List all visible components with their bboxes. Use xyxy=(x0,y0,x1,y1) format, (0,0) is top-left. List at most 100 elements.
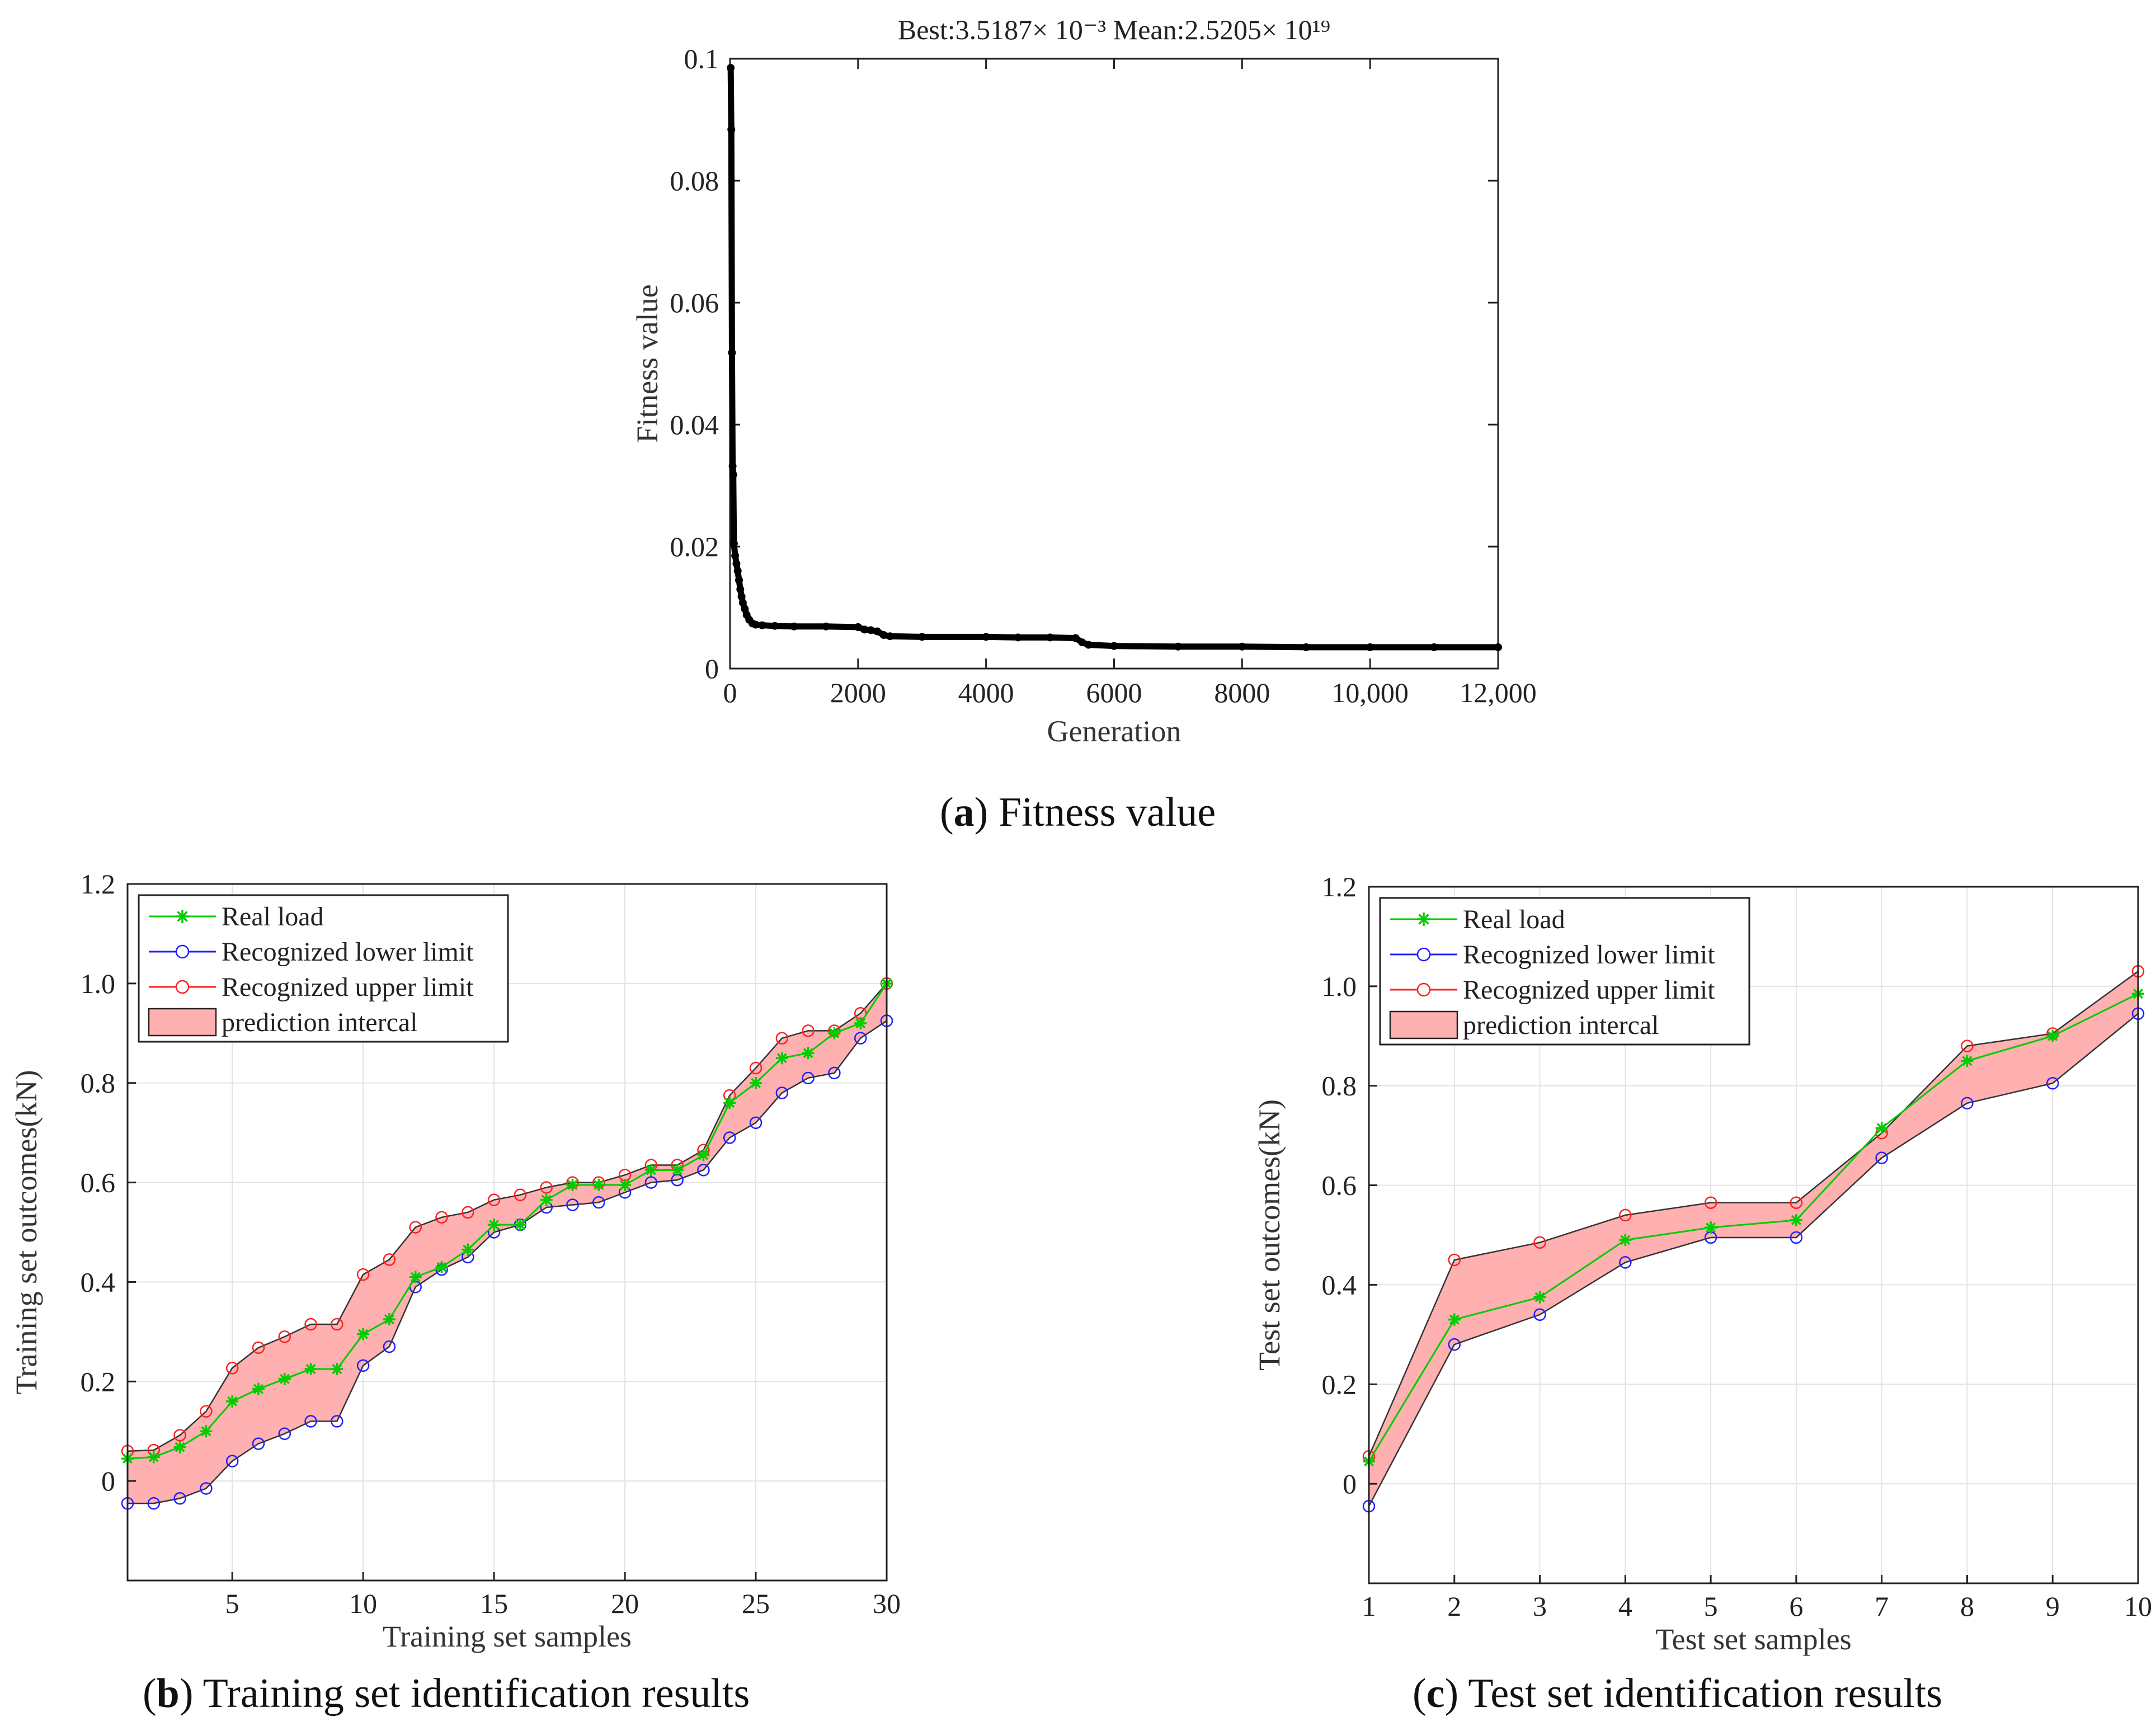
x-tick-label: 5 xyxy=(225,1588,239,1619)
lower-limit-point xyxy=(566,1198,579,1211)
y-tick-label: 1.0 xyxy=(1322,971,1357,1002)
x-tick-label: 2000 xyxy=(830,677,886,708)
real-load-point xyxy=(854,1017,867,1029)
upper-limit-point xyxy=(173,1429,186,1442)
real-load-point xyxy=(671,1164,684,1177)
lower-limit-point xyxy=(775,1086,789,1099)
lower-limit-point xyxy=(331,1415,343,1428)
fitness-point xyxy=(731,552,740,560)
real-load-point xyxy=(462,1243,474,1256)
fitness-point xyxy=(1302,643,1310,651)
real-load-point xyxy=(1448,1313,1461,1326)
real-load-point xyxy=(435,1260,448,1273)
real-load-point xyxy=(1619,1234,1632,1246)
panel-a-fitness-chart: Best:3.5187× 10⁻³ Mean:2.5205× 10¹⁹ 0 2000… xyxy=(0,0,2156,783)
fitness-point xyxy=(1078,638,1086,647)
upper-limit-point xyxy=(1619,1208,1632,1222)
panel-c-test-chart: 1 2 3 4 5 6 7 8 9 10 0 0.2 0.4 0.6 0.8 1.0 1.2 Test set s… xyxy=(1078,839,2156,1656)
fitness-point xyxy=(737,592,746,601)
fitness-point xyxy=(735,576,743,584)
lower-limit-point xyxy=(147,1497,161,1510)
x-tick-label: 4 xyxy=(1618,1591,1632,1622)
lower-limit-point xyxy=(854,1032,867,1045)
y-tick-label: 0.06 xyxy=(670,287,719,318)
fitness-point xyxy=(738,599,747,607)
lower-limit-point xyxy=(225,1455,239,1467)
upper-limit-point xyxy=(1533,1236,1546,1249)
fitness-point xyxy=(1430,643,1438,651)
y-tick-label: 0.02 xyxy=(670,531,719,562)
y-axis-label: Fitness value xyxy=(630,284,664,443)
fitness-point xyxy=(790,622,798,631)
lower-limit-point xyxy=(1790,1231,1803,1244)
fitness-point xyxy=(822,622,830,631)
real-load-point xyxy=(1705,1221,1717,1234)
upper-limit-point xyxy=(435,1211,448,1224)
y-axis-label: Test set outcomes(kN) xyxy=(1253,1099,1286,1371)
fitness-point xyxy=(1046,633,1055,642)
upper-limit-point xyxy=(802,1024,815,1037)
lower-limit-point xyxy=(173,1492,186,1505)
chart-b-frame xyxy=(126,883,888,1582)
lower-limit-point xyxy=(697,1164,710,1177)
y-tick-label: 0.08 xyxy=(670,165,719,196)
real-load-point xyxy=(775,1052,788,1065)
fitness-point xyxy=(879,631,888,639)
real-load-point xyxy=(1533,1291,1546,1304)
upper-limit-point xyxy=(514,1188,527,1202)
real-load-point xyxy=(331,1363,343,1376)
real-load-point xyxy=(750,1076,762,1089)
legend-label: Recognized upper limit xyxy=(222,972,474,1002)
fitness-point xyxy=(867,626,875,634)
lower-limit-point xyxy=(592,1196,605,1209)
lower-limit-point xyxy=(356,1359,370,1372)
y-tick-label: 0.6 xyxy=(1322,1170,1357,1201)
lower-limit-point xyxy=(252,1437,265,1450)
upper-limit-point xyxy=(749,1061,762,1075)
fitness-point xyxy=(982,633,990,641)
lower-limit-point xyxy=(1619,1256,1632,1269)
lower-limit-point xyxy=(304,1415,317,1428)
fitness-point xyxy=(741,605,749,613)
chart-c-frame xyxy=(1368,886,2139,1584)
fitness-point xyxy=(1071,634,1080,642)
upper-limit-point xyxy=(1790,1196,1803,1209)
legend-label: prediction intercal xyxy=(1463,1010,1659,1040)
real-load-point xyxy=(278,1372,291,1385)
legend-label: Recognized upper limit xyxy=(1463,975,1715,1005)
real-load-point xyxy=(1875,1122,1888,1135)
x-tick-label: 30 xyxy=(873,1588,901,1619)
upper-limit-point xyxy=(278,1330,291,1343)
upper-limit-point xyxy=(409,1221,422,1234)
y-tick-label: 0.04 xyxy=(670,409,719,440)
fitness-point xyxy=(728,349,736,357)
real-load-point xyxy=(488,1219,501,1231)
y-tick-label: 0.6 xyxy=(81,1167,116,1198)
legend-band-swatch xyxy=(1389,1010,1458,1039)
fitness-point xyxy=(1174,642,1182,651)
x-tick-label: 10 xyxy=(349,1588,377,1619)
y-tick-label: 1.0 xyxy=(81,968,116,999)
upper-limit-point xyxy=(304,1318,317,1331)
y-tick-label: 0.2 xyxy=(81,1366,116,1397)
x-tick-label: 7 xyxy=(1875,1591,1889,1622)
upper-limit-point xyxy=(462,1206,474,1219)
fitness-point xyxy=(1238,642,1246,651)
y-axis-label: Training set outcomes(kN) xyxy=(10,1070,43,1395)
x-axis-label: Test set samples xyxy=(1655,1622,1851,1656)
real-load-point xyxy=(226,1395,239,1408)
upper-limit-point xyxy=(331,1318,343,1331)
fitness-point xyxy=(729,539,738,548)
fitness-point xyxy=(729,471,737,479)
real-load-point xyxy=(592,1179,605,1192)
fitness-point xyxy=(860,625,869,634)
y-tick-label: 1.2 xyxy=(1322,871,1357,902)
lower-limit-point xyxy=(828,1066,841,1080)
x-tick-label: 6000 xyxy=(1086,677,1142,708)
upper-limit-point xyxy=(225,1362,239,1375)
lower-limit-point xyxy=(644,1176,658,1189)
upper-limit-point xyxy=(1961,1039,1974,1052)
real-load-point xyxy=(383,1313,396,1326)
x-tick-label: 9 xyxy=(2046,1591,2060,1622)
upper-limit-point xyxy=(775,1032,789,1045)
